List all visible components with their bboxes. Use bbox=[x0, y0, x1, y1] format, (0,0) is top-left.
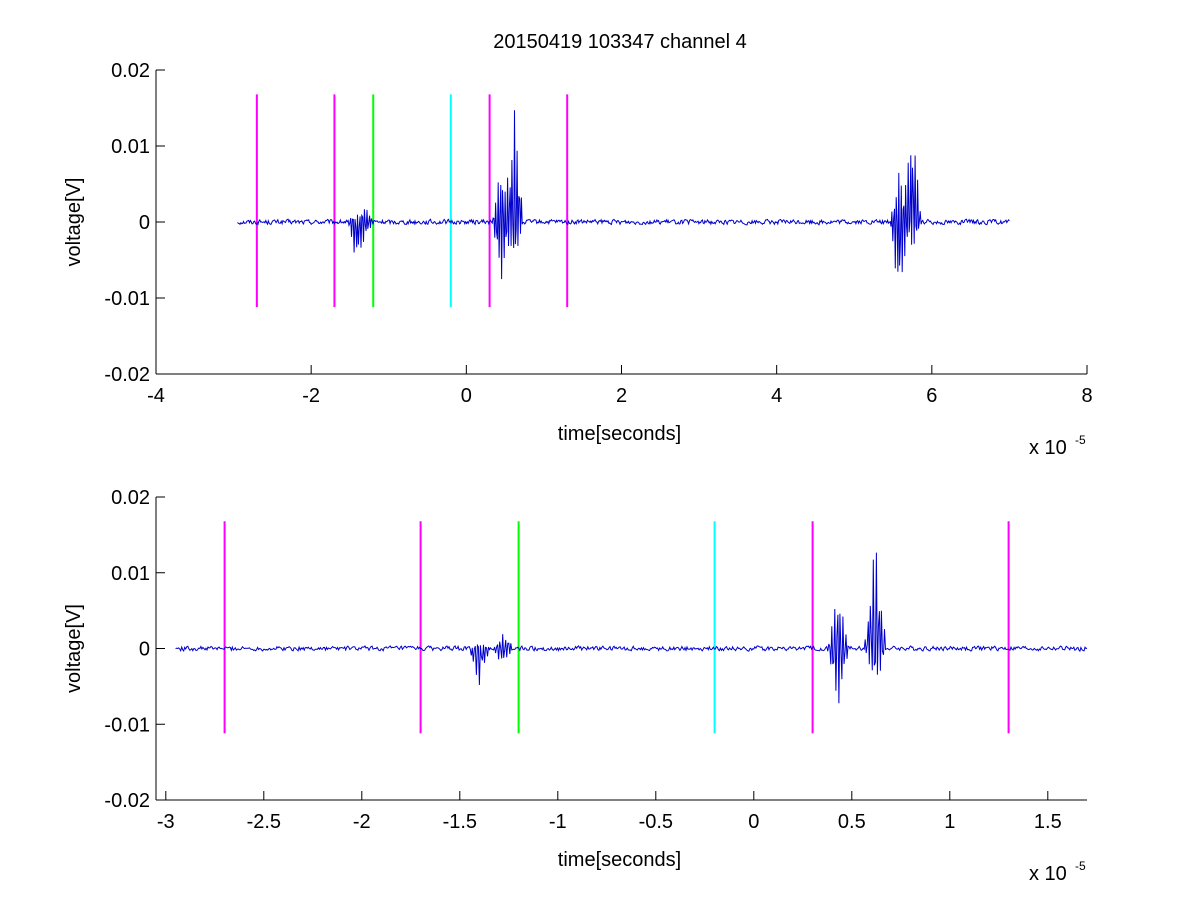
x-tick-label: -4 bbox=[147, 385, 165, 407]
x-axis-label: time[seconds] bbox=[558, 849, 681, 871]
waveform-series bbox=[237, 110, 1010, 280]
x-exponent-label: x 10 bbox=[1029, 437, 1067, 459]
x-tick-label: 0 bbox=[748, 811, 759, 833]
y-tick-label: 0 bbox=[139, 212, 150, 234]
x-tick-label: -2 bbox=[353, 811, 371, 833]
x-tick-label: -0.5 bbox=[639, 811, 673, 833]
x-axis-label: time[seconds] bbox=[558, 423, 681, 445]
x-tick-label: 4 bbox=[771, 385, 782, 407]
x-tick-label: 0 bbox=[461, 385, 472, 407]
y-tick-label: 0.01 bbox=[111, 136, 150, 158]
x-tick-label: 1 bbox=[944, 811, 955, 833]
y-axis-label: voltage[V] bbox=[63, 178, 85, 267]
y-tick-label: -0.02 bbox=[104, 364, 150, 386]
y-tick-label: -0.01 bbox=[104, 288, 150, 310]
y-tick-label: 0 bbox=[139, 639, 150, 661]
x-tick-label: 8 bbox=[1081, 385, 1092, 407]
x-tick-label: 2 bbox=[616, 385, 627, 407]
x-tick-label: -2 bbox=[302, 385, 320, 407]
waveform-series bbox=[175, 552, 1088, 704]
top-plot: -4 -2 0 2 4 6 8 0.02 0.01 0 -0.01 -0.02 time[seconds… bbox=[63, 60, 1093, 459]
x-tick-label: 6 bbox=[926, 385, 937, 407]
y-axis-label: voltage[V] bbox=[63, 604, 85, 693]
x-tick-label: -2.5 bbox=[247, 811, 281, 833]
x-exponent-power: -5 bbox=[1075, 433, 1086, 447]
x-tick-label: 1.5 bbox=[1034, 811, 1062, 833]
bottom-plot: -3 -2.5 -2 -1.5 -1 -0.5 0 0.5 1 1.5 0.02 0.01 0 -0.01… bbox=[63, 487, 1088, 885]
x-exponent-label: x 10 bbox=[1029, 863, 1067, 885]
y-tick-label: 0.02 bbox=[111, 487, 150, 509]
y-tick-label: -0.01 bbox=[104, 714, 150, 736]
y-tick-label: -0.02 bbox=[104, 790, 150, 812]
x-tick-label: 0.5 bbox=[838, 811, 866, 833]
x-tick-label: -3 bbox=[157, 811, 175, 833]
y-tick-label: 0.01 bbox=[111, 563, 150, 585]
y-tick-label: 0.02 bbox=[111, 60, 150, 82]
x-exponent-power: -5 bbox=[1075, 859, 1086, 873]
x-tick-label: -1.5 bbox=[443, 811, 477, 833]
figure-title: 20150419 103347 channel 4 bbox=[493, 31, 747, 53]
x-tick-label: -1 bbox=[549, 811, 567, 833]
